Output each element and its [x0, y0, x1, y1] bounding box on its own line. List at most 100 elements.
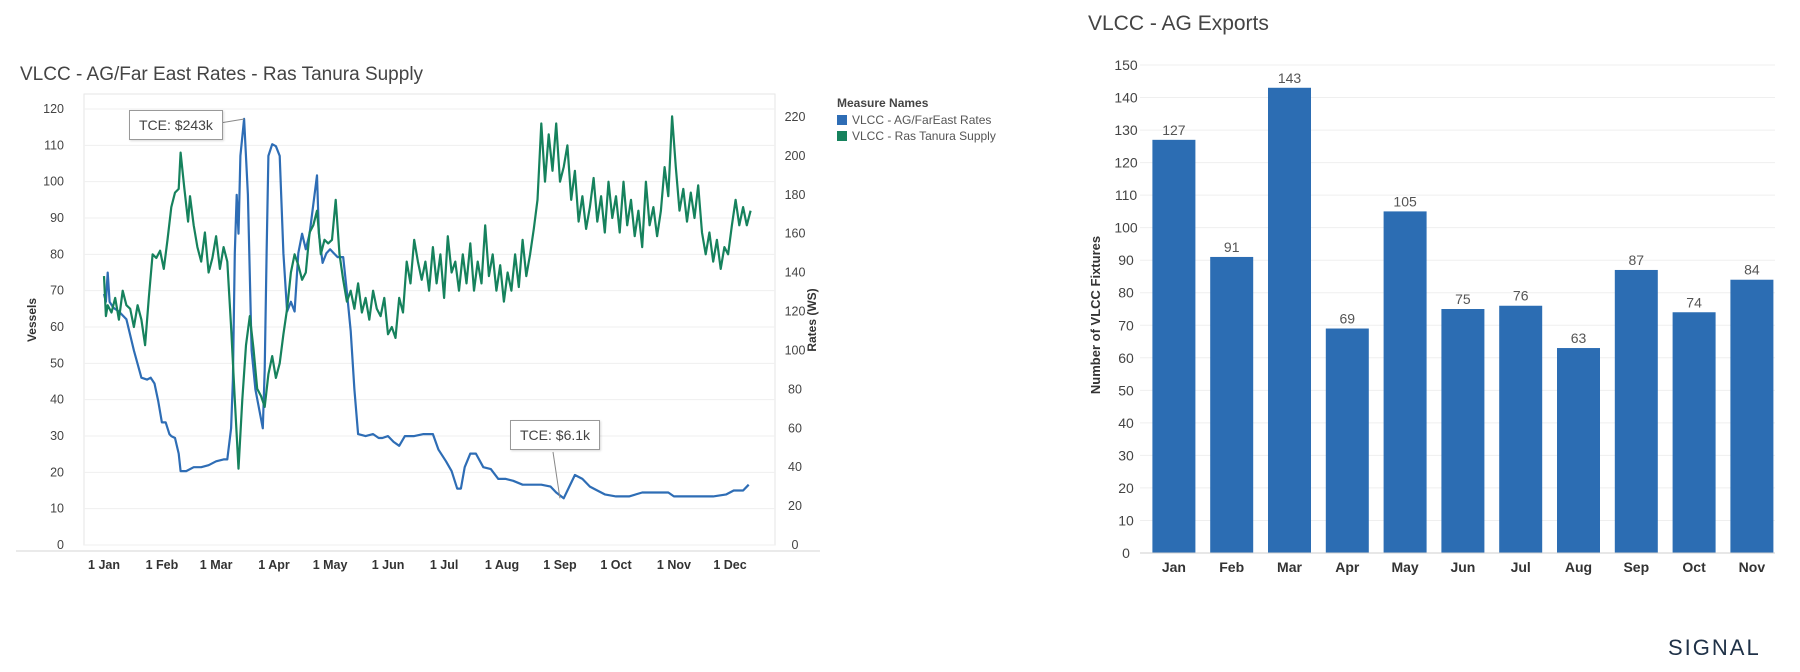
bar-value-label: 69	[1340, 311, 1356, 327]
bar-value-label: 74	[1686, 294, 1702, 310]
y-tick-label: 110	[1115, 187, 1138, 203]
y-right-tick-label: 160	[785, 227, 806, 241]
x-tick-label: 1 Oct	[600, 558, 632, 572]
y-left-tick-label: 120	[43, 102, 64, 116]
y-left-tick-label: 40	[50, 393, 64, 407]
bar-jan	[1152, 139, 1196, 553]
x-tick-label: 1 Dec	[713, 558, 746, 572]
y-tick-label: 130	[1114, 122, 1138, 138]
bar-value-label: 76	[1513, 288, 1529, 304]
y-tick-label: 120	[1114, 155, 1138, 171]
y-tick-label: 10	[1118, 512, 1134, 528]
y-right-tick-label: 200	[785, 149, 806, 163]
y-tick-label: 100	[1114, 220, 1138, 236]
y-left-tick-label: 70	[50, 284, 64, 298]
x-tick-label: May	[1391, 559, 1418, 575]
x-tick-label: Apr	[1335, 559, 1360, 575]
bar-value-label: 87	[1629, 252, 1645, 268]
x-tick-label: 1 Sep	[543, 558, 577, 572]
y-right-tick-label: 180	[785, 188, 806, 202]
bar-apr	[1325, 328, 1369, 553]
bar-value-label: 84	[1744, 262, 1760, 278]
bar-value-label: 127	[1162, 122, 1186, 138]
y-left-tick-label: 60	[50, 320, 64, 334]
y-tick-label: 150	[1114, 57, 1138, 73]
legend-label-supply: VLCC - Ras Tanura Supply	[852, 129, 996, 143]
y-left-tick-label: 20	[50, 465, 64, 479]
bar-feb	[1210, 256, 1254, 553]
bar-jun	[1441, 309, 1485, 553]
y-tick-label: 30	[1118, 447, 1134, 463]
y-left-tick-label: 100	[43, 175, 64, 189]
series-line-rates	[102, 117, 750, 500]
y-right-tick-label: 140	[785, 266, 806, 280]
line-chart-title: VLCC - AG/Far East Rates - Ras Tanura Su…	[20, 64, 424, 85]
y-tick-label: 20	[1118, 480, 1134, 496]
bar-value-label: 75	[1455, 291, 1471, 307]
x-tick-label: 1 Jul	[430, 558, 459, 572]
x-tick-label: 1 Jan	[88, 558, 120, 572]
callout-leader-low	[552, 451, 561, 499]
x-tick-label: Mar	[1277, 559, 1302, 575]
y-left-tick-label: 80	[50, 247, 64, 261]
y-tick-label: 50	[1118, 382, 1134, 398]
y-tick-label: 140	[1114, 90, 1138, 106]
legend-label-rates: VLCC - AG/FarEast Rates	[852, 113, 992, 127]
y-tick-label: 40	[1118, 415, 1134, 431]
x-tick-label: Jul	[1511, 559, 1531, 575]
legend-swatch-supply	[837, 131, 847, 141]
legend-swatch-rates	[837, 115, 847, 125]
y-left-tick-label: 10	[50, 502, 64, 516]
series-line-supply	[102, 115, 752, 470]
bar-nov	[1730, 279, 1774, 553]
x-tick-label: Jun	[1450, 559, 1475, 575]
x-tick-label: Oct	[1682, 559, 1706, 575]
y-right-tick-label: 60	[788, 421, 802, 435]
x-tick-label: Sep	[1623, 559, 1649, 575]
x-tick-label: 1 Feb	[146, 558, 179, 572]
signal-logo: SIGNAL	[1668, 635, 1761, 660]
y-tick-label: 60	[1118, 350, 1134, 366]
bar-chart-title: VLCC - AG Exports	[1088, 12, 1269, 35]
y-tick-label: 70	[1118, 317, 1134, 333]
y-left-axis-title: Vessels	[25, 298, 39, 342]
legend-item-supply[interactable]: VLCC - Ras Tanura Supply	[837, 128, 996, 144]
x-tick-label: 1 May	[313, 558, 348, 572]
x-tick-label: 1 Aug	[485, 558, 519, 572]
y-right-tick-label: 80	[788, 382, 802, 396]
y-right-tick-label: 20	[788, 499, 802, 513]
y-right-axis-title: Rates (WS)	[805, 288, 819, 351]
y-tick-label: 80	[1118, 285, 1134, 301]
y-axis-title: Number of VLCC Fixtures	[1088, 236, 1103, 394]
y-right-tick-label: 220	[785, 110, 806, 124]
bar-value-label: 91	[1224, 239, 1240, 255]
bar-value-label: 105	[1393, 193, 1417, 209]
legend-item-rates[interactable]: VLCC - AG/FarEast Rates	[837, 112, 996, 128]
bar-sep	[1614, 269, 1658, 553]
tce-callout-high: TCE: $243k	[129, 110, 223, 140]
x-tick-label: Nov	[1739, 559, 1766, 575]
bar-aug	[1557, 348, 1600, 553]
y-right-tick-label: 0	[792, 538, 799, 552]
bar-may	[1383, 211, 1427, 553]
y-left-tick-label: 30	[50, 429, 64, 443]
x-tick-label: Feb	[1219, 559, 1244, 575]
y-left-tick-label: 50	[50, 356, 64, 370]
y-right-tick-label: 120	[785, 305, 806, 319]
y-tick-label: 0	[1122, 545, 1130, 561]
bar-mar	[1268, 87, 1311, 554]
y-right-tick-label: 40	[788, 460, 802, 474]
x-tick-label: 1 Jun	[372, 558, 405, 572]
bar-value-label: 143	[1278, 70, 1302, 86]
bar-value-label: 63	[1571, 330, 1587, 346]
bar-oct	[1672, 312, 1716, 553]
y-left-tick-label: 110	[44, 138, 64, 152]
bar-jul	[1499, 305, 1543, 553]
y-tick-label: 90	[1118, 252, 1134, 268]
y-right-tick-label: 100	[785, 343, 806, 357]
x-tick-label: Aug	[1565, 559, 1592, 575]
tce-callout-low: TCE: $6.1k	[510, 420, 601, 450]
x-tick-label: 1 Apr	[258, 558, 290, 572]
